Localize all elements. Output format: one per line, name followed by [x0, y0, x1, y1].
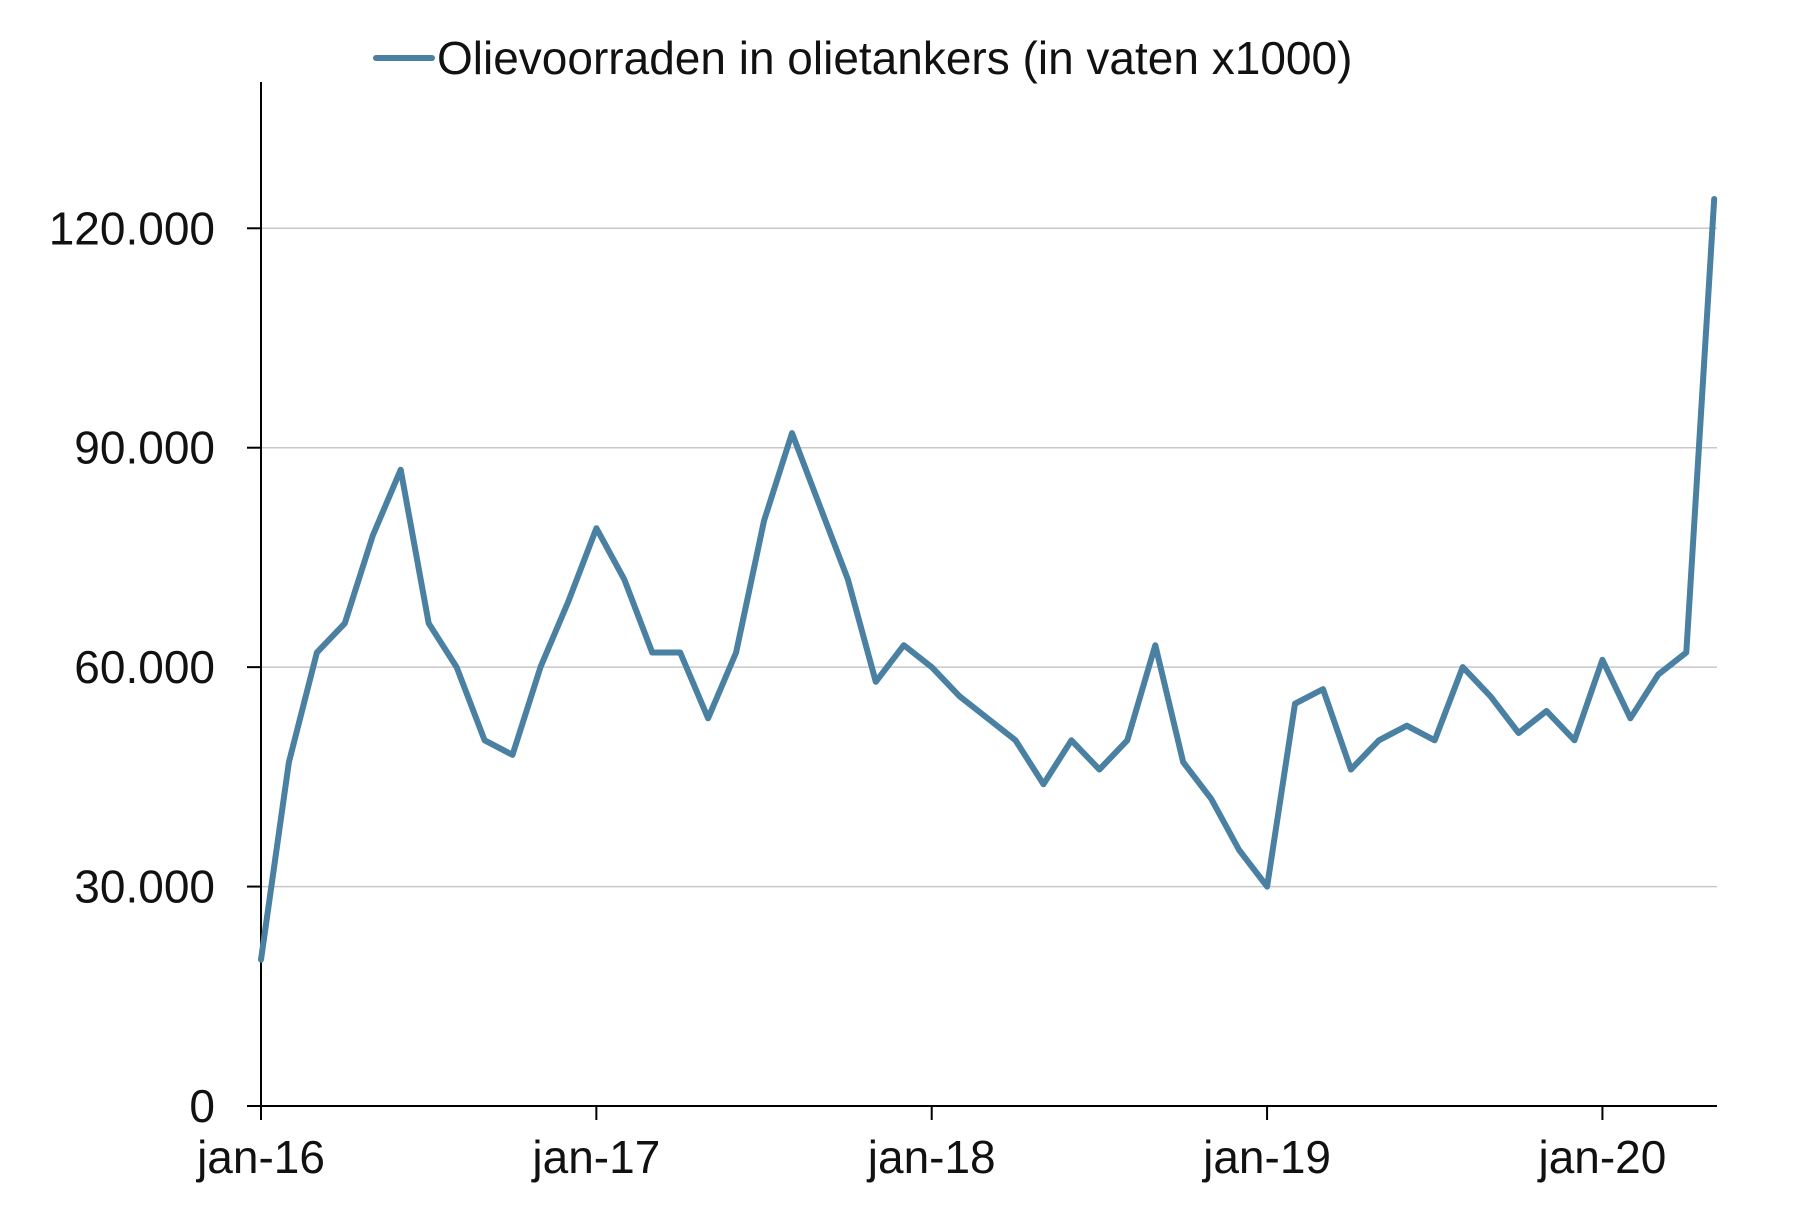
legend: Olievoorraden in olietankers (in vaten x…	[373, 32, 1352, 84]
series-layer	[258, 196, 1718, 963]
x-axis-ticks: jan-16 jan-17 jan-18 jan-19 jan-20	[195, 1106, 1666, 1183]
y-tick-label: 120.000	[49, 202, 215, 254]
x-tick-label: jan-18	[866, 1131, 996, 1183]
y-tick-label: 60.000	[74, 641, 215, 693]
y-axis-ticks: 0 30.000 60.000 90.000 120.000	[49, 202, 261, 1132]
legend-label: Olievoorraden in olietankers (in vaten x…	[437, 32, 1352, 84]
x-tick-label: jan-17	[530, 1131, 660, 1183]
x-tick-label: jan-19	[1201, 1131, 1331, 1183]
series-line	[258, 196, 1718, 963]
y-tick-label: 30.000	[74, 861, 215, 913]
grid-lines	[261, 227, 1717, 888]
x-tick-label: jan-16	[195, 1131, 325, 1183]
y-tick-label: 90.000	[74, 422, 215, 474]
y-tick-label: 0	[189, 1080, 215, 1132]
axes	[260, 82, 1717, 1107]
x-tick-label: jan-20	[1536, 1131, 1666, 1183]
